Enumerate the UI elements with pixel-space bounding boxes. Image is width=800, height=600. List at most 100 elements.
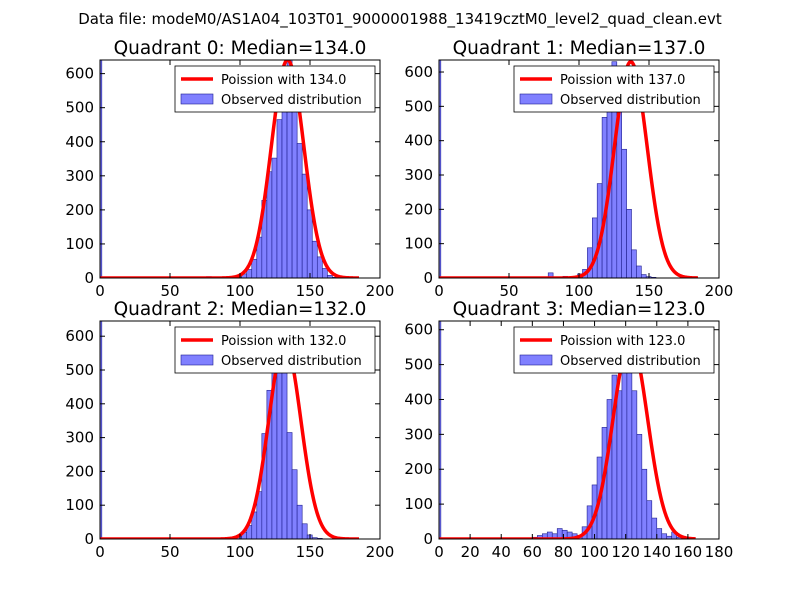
histogram-bar <box>439 60 442 278</box>
y-tick-label: 100 <box>404 495 433 513</box>
legend-bar-swatch <box>180 354 214 366</box>
histogram-bar <box>296 143 303 278</box>
y-tick-label: 500 <box>65 361 94 379</box>
x-tick-label: 100 <box>565 282 594 300</box>
x-tick-label: 50 <box>160 543 179 561</box>
y-tick-label: 600 <box>404 63 433 81</box>
histogram-bar <box>621 357 628 539</box>
histogram-bar <box>636 265 642 278</box>
y-tick-label: 0 <box>84 530 94 548</box>
y-tick-label: 600 <box>65 327 94 345</box>
legend-label-curve: Poission with 137.0 <box>560 73 685 88</box>
x-tick-label: 0 <box>434 282 444 300</box>
histogram-bar <box>311 240 318 278</box>
x-tick-label: 0 <box>95 282 105 300</box>
panel-quadrant-0: Quadrant 0: Median=134.0 0 50 100 150 200 0 10… <box>65 38 394 300</box>
histogram-bar <box>322 268 328 278</box>
y-tick-label: 200 <box>65 201 94 219</box>
y-tick-label: 300 <box>65 429 94 447</box>
x-tick-label: 150 <box>635 282 664 300</box>
y-tick-label: 0 <box>84 269 94 287</box>
legend-label-curve: Poission with 134.0 <box>221 73 346 88</box>
x-tick-label: 150 <box>296 543 325 561</box>
legend: Poission with 132.0 Observed distribution <box>174 326 376 374</box>
x-tick-label: 200 <box>366 282 395 300</box>
x-tick-label: 50 <box>160 282 179 300</box>
panel-title: Quadrant 3: Median=123.0 <box>453 299 706 320</box>
histogram-bar <box>281 86 288 278</box>
y-tick-label: 100 <box>65 235 94 253</box>
histogram-bar <box>626 209 632 278</box>
poisson-curve <box>100 341 361 539</box>
y-tick-label: 500 <box>65 99 94 117</box>
y-tick-label: 300 <box>65 167 94 185</box>
plot-area: 0 50 100 150 200 0 100 200 300 400 500 600 Poission … <box>404 59 734 300</box>
y-tick-label: 500 <box>404 97 433 115</box>
x-tick-label: 0 <box>95 543 105 561</box>
x-tick-label: 100 <box>580 543 609 561</box>
axes-frame <box>438 320 720 540</box>
histogram-bar <box>271 157 278 278</box>
legend: Poission with 134.0 Observed distribution <box>174 65 376 113</box>
y-tick-label: 400 <box>404 132 433 150</box>
histogram-bar <box>286 432 293 539</box>
x-tick-label: 100 <box>226 543 255 561</box>
histogram-bar <box>291 93 298 278</box>
y-tick-label: 200 <box>404 200 433 218</box>
histogram-bar <box>301 173 308 278</box>
plot-area: 0 50 100 150 200 0 100 200 300 400 500 600 Poission … <box>65 59 395 300</box>
x-tick-label: 80 <box>554 543 573 561</box>
histogram-bar <box>251 258 258 278</box>
histogram-bar <box>291 469 298 539</box>
x-tick-label: 200 <box>705 282 734 300</box>
figure-title: Data file: modeM0/AS1A04_103T01_90000019… <box>78 10 722 29</box>
histogram-bar <box>316 256 323 278</box>
panel-title: Quadrant 2: Median=132.0 <box>114 299 367 320</box>
y-tick-label: 500 <box>404 356 433 374</box>
histogram-bar <box>631 390 638 539</box>
legend: Poission with 137.0 Observed distribution <box>513 65 715 113</box>
x-tick-label: 160 <box>674 543 703 561</box>
y-tick-label: 300 <box>404 166 433 184</box>
y-tick-label: 200 <box>404 460 433 478</box>
histogram-bar <box>656 528 663 539</box>
histogram-bar <box>616 390 623 539</box>
histogram-bar <box>636 434 643 539</box>
histogram-bar <box>281 366 288 539</box>
legend: Poission with 123.0 Observed distribution <box>513 326 715 374</box>
panel-quadrant-3: Quadrant 3: Median=123.0 0 20 40 60 80 100 120… <box>404 299 733 561</box>
x-tick-label: 180 <box>705 543 734 561</box>
histogram-bar <box>631 249 637 278</box>
legend-label-curve: Poission with 132.0 <box>221 334 346 349</box>
y-tick-label: 600 <box>65 65 94 83</box>
y-tick-label: 400 <box>65 395 94 413</box>
plot-area: 0 50 100 150 200 0 100 200 300 400 500 600 Poission … <box>65 320 395 561</box>
y-tick-label: 100 <box>65 496 94 514</box>
panel-title: Quadrant 1: Median=137.0 <box>453 38 706 59</box>
histogram-bar <box>651 517 658 539</box>
x-tick-label: 40 <box>492 543 511 561</box>
plot-content <box>439 60 700 278</box>
histogram-bar <box>646 500 653 539</box>
plot-content <box>100 321 361 539</box>
legend-label-bars: Observed distribution <box>221 354 362 369</box>
x-tick-label: 140 <box>642 543 671 561</box>
y-tick-label: 600 <box>404 321 433 339</box>
legend-label-curve: Poission with 123.0 <box>560 334 685 349</box>
histogram-bar <box>306 209 313 278</box>
x-tick-label: 200 <box>366 543 395 561</box>
x-tick-label: 50 <box>499 282 518 300</box>
x-tick-label: 20 <box>461 543 480 561</box>
legend-label-bars: Observed distribution <box>560 93 701 108</box>
histogram-bar <box>547 272 554 278</box>
histogram-bar <box>301 523 308 539</box>
legend-bar-swatch <box>519 93 553 105</box>
legend-bar-swatch <box>180 93 214 105</box>
plot-area: 0 20 40 60 80 100 120 140 160 1800100200300400500… <box>404 320 734 561</box>
panel-title: Quadrant 0: Median=134.0 <box>114 38 367 59</box>
histogram-bar <box>640 274 647 278</box>
legend-label-bars: Observed distribution <box>221 93 362 108</box>
histogram-bar <box>100 321 103 539</box>
histogram-bar <box>296 504 303 539</box>
